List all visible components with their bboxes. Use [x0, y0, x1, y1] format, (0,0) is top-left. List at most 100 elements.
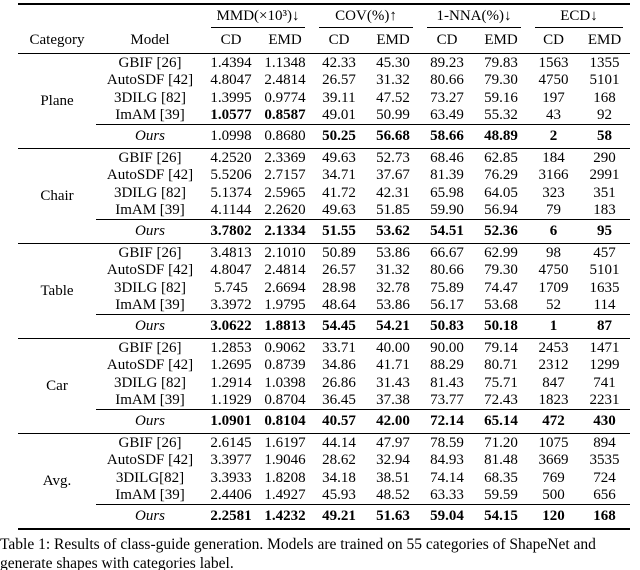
value-cell: 72.14	[420, 409, 474, 434]
model-row: 3DILG [82] 1.3995 0.9774 39.11 47.52 73.27 59.…	[18, 89, 630, 107]
model-row: AutoSDF [42] 1.2695 0.8739 34.86 41.71 88.29 8…	[18, 357, 630, 375]
value-cell: 80.66	[430, 262, 464, 278]
value-cell: 59.59	[484, 487, 518, 503]
model-row: 3DILG [82] 5.745 2.6694 28.98 32.78 75.89 74.4…	[18, 279, 630, 297]
model-row: 3DILG[82] 3.3933 1.8208 34.18 38.51 74.14 68.3…	[18, 469, 630, 487]
model-name: GBIF [26]	[118, 244, 182, 261]
value-cell: 2.4814	[264, 72, 306, 88]
value-cell: 26.57	[322, 72, 356, 88]
value-cell: 55.32	[484, 107, 518, 123]
value-cell: 3.7802	[204, 219, 258, 244]
table-caption: Table 1: Results of class-guide generati…	[0, 535, 640, 570]
value-cell: 43	[546, 107, 562, 123]
ours-label: Ours	[96, 124, 204, 149]
value-cell: 0.8704	[264, 392, 306, 408]
value-cell: 75.71	[484, 374, 518, 391]
model-name: AutoSDF [42]	[106, 72, 194, 88]
value-cell: 3166	[538, 167, 569, 183]
model-name: ImAM [39]	[115, 392, 185, 408]
model-row: AutoSDF [42] 4.8047 2.4814 26.57 31.32 80.66 7…	[18, 72, 630, 90]
model-name: GBIF [26]	[118, 434, 182, 451]
value-cell: 724	[593, 469, 616, 486]
value-cell: 28.62	[322, 452, 356, 468]
value-cell: 72.43	[484, 392, 518, 408]
mmd-group-header: MMD(×10³)↓	[204, 4, 312, 28]
value-cell: 3669	[538, 452, 569, 468]
value-cell: 52	[546, 297, 562, 313]
value-cell: 1471	[589, 339, 620, 356]
value-cell: 1.2695	[210, 357, 252, 373]
value-cell: 53.86	[376, 244, 410, 261]
ours-row: Ours 2.2581 1.4232 49.21 51.63 59.04 54.15 120 1…	[18, 504, 631, 530]
value-cell: 1823	[538, 392, 569, 408]
value-cell: 42.00	[366, 409, 420, 434]
value-cell: 847	[542, 374, 565, 391]
model-row: Plane GBIF [26] 1.4394 1.1348 42.33 45.30 89.2…	[18, 53, 630, 149]
value-cell: 56.68	[366, 124, 420, 149]
value-cell: 50.25	[312, 124, 366, 149]
value-cell: 58	[579, 124, 631, 149]
value-cell: 79.14	[484, 339, 518, 356]
model-row: Car GBIF [26] 1.2853 0.9062 33.71 40.00 90.00 7…	[18, 338, 630, 434]
value-cell: 4.8047	[210, 72, 252, 88]
category-cell: Avg.	[18, 433, 96, 530]
model-name: ImAM [39]	[115, 297, 185, 313]
model-name: 3DILG [82]	[113, 374, 187, 391]
value-cell: 51.55	[312, 219, 366, 244]
value-cell: 6	[528, 219, 580, 244]
value-cell: 894	[593, 434, 616, 451]
emd-header: EMD	[258, 27, 312, 54]
value-cell: 65.14	[474, 409, 529, 434]
value-cell: 4750	[538, 72, 569, 88]
value-cell: 457	[593, 244, 616, 261]
value-cell: 2.6145	[210, 434, 252, 451]
caption-line: generate shapes with categories label.	[0, 555, 234, 570]
results-table: Category Model MMD(×10³)↓ COV(%)↑ 1-NNA(…	[18, 3, 631, 530]
value-cell: 4.2520	[210, 149, 252, 166]
cd-header: CD	[204, 27, 258, 54]
value-cell: 50.89	[322, 244, 356, 261]
value-cell: 52.73	[376, 149, 410, 166]
model-row: ImAM [39] 4.1144 2.2620 49.63 51.85 59.90 56.9…	[18, 202, 630, 220]
value-cell: 290	[593, 149, 616, 166]
value-cell: 48.64	[322, 297, 356, 313]
value-cell: 76.29	[484, 167, 518, 183]
model-name: 3DILG [82]	[113, 184, 187, 201]
value-cell: 430	[579, 409, 631, 434]
value-cell: 51.85	[376, 202, 410, 218]
value-cell: 2.1010	[264, 244, 306, 261]
value-cell: 71.20	[484, 434, 518, 451]
value-cell: 1355	[589, 54, 620, 71]
value-cell: 74.14	[430, 469, 464, 486]
value-cell: 81.43	[430, 374, 464, 391]
cd-header: CD	[528, 27, 580, 54]
value-cell: 68.35	[484, 469, 518, 486]
value-cell: 1075	[538, 434, 569, 451]
value-cell: 41.72	[322, 184, 356, 201]
value-cell: 53.68	[484, 297, 518, 313]
value-cell: 63.49	[430, 107, 464, 123]
value-cell: 49.01	[322, 107, 356, 123]
value-cell: 1.8813	[258, 314, 312, 339]
value-cell: 5.745	[214, 279, 248, 296]
value-cell: 59.90	[430, 202, 464, 218]
value-cell: 351	[593, 184, 616, 201]
value-cell: 63.33	[430, 487, 464, 503]
value-cell: 1.9795	[264, 297, 306, 313]
value-cell: 0.8680	[258, 124, 312, 149]
value-cell: 32.94	[376, 452, 410, 468]
model-row: ImAM [39] 2.4406 1.4927 45.93 48.52 63.33 59.5…	[18, 487, 630, 505]
subheader-row: CD EMD CD EMD CD EMD CD EMD	[18, 27, 631, 54]
value-cell: 36.45	[322, 392, 356, 408]
model-name: GBIF [26]	[118, 54, 182, 71]
value-cell: 0.8587	[264, 107, 306, 123]
value-cell: 32.78	[376, 279, 410, 296]
value-cell: 56.94	[484, 202, 518, 218]
value-cell: 2453	[538, 339, 569, 356]
value-cell: 2.7157	[264, 167, 306, 183]
value-cell: 54.45	[312, 314, 366, 339]
group-label: ECD↓	[560, 8, 598, 24]
value-cell: 47.97	[376, 434, 410, 451]
value-cell: 48.52	[376, 487, 410, 503]
value-cell: 54.15	[474, 504, 529, 530]
